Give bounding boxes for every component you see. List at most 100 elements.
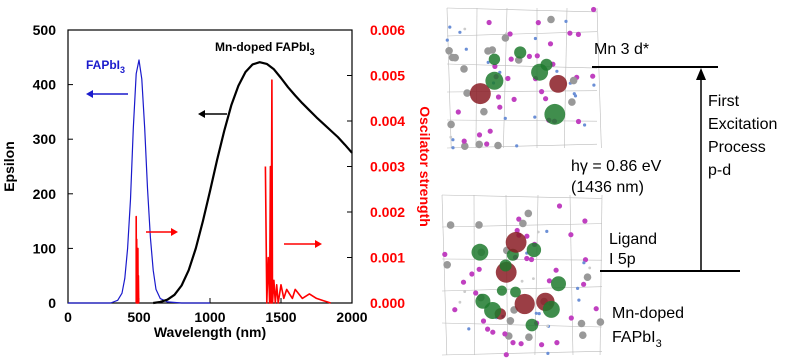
y2-tick-label: 0.005 (370, 68, 405, 84)
atom (510, 340, 516, 346)
atom (564, 19, 568, 23)
atom (528, 256, 535, 263)
energy-diagram: Mn 3 d* Ligand I 5p hγ = 0.86 eV (1436 n… (571, 41, 777, 350)
excitation-arrowhead (696, 68, 706, 80)
atom (447, 120, 455, 129)
series-1 (153, 61, 353, 305)
atom (582, 257, 589, 263)
atom (452, 307, 458, 313)
atom (463, 89, 471, 97)
bond (446, 143, 598, 149)
bond (475, 7, 478, 149)
atom (526, 53, 533, 60)
atom (581, 281, 587, 287)
atom (445, 47, 453, 55)
bond (441, 322, 603, 328)
atom (451, 146, 455, 150)
series-3 (264, 79, 331, 304)
atom (596, 318, 605, 326)
atom (515, 144, 519, 148)
atom (464, 47, 468, 51)
atom (461, 138, 467, 144)
atom (502, 331, 508, 337)
atom (579, 331, 587, 340)
atom (537, 312, 541, 316)
atom (575, 31, 582, 37)
orbital-lobe (525, 318, 539, 332)
atom (546, 324, 549, 328)
orbital-lobe (544, 103, 566, 125)
x-tick-label: 2000 (336, 309, 367, 325)
atom (480, 318, 487, 324)
atom (467, 327, 471, 331)
atom (519, 219, 527, 228)
atom (445, 38, 449, 42)
atom (484, 141, 490, 147)
bond (569, 194, 574, 356)
atom (583, 123, 587, 127)
bond (534, 194, 539, 356)
process-label-3: Process (708, 139, 766, 156)
atom (460, 65, 468, 73)
atom (508, 56, 514, 62)
atom (458, 300, 462, 304)
atom (583, 273, 592, 282)
atom (573, 94, 578, 98)
atom (469, 271, 475, 277)
process-label-2: Excitation (708, 116, 777, 133)
orbital-lobe (471, 243, 489, 261)
bond (564, 7, 568, 149)
plot-axes: 0 500 1000 1500 2000 0 100 200 300 400 500 0.000 0.0… (1, 22, 433, 340)
orbital-lobe (549, 75, 568, 93)
y-tick-label: 300 (33, 131, 57, 147)
x-tick-label: 0 (64, 309, 72, 325)
lower-level-label-2: I 5p (609, 251, 636, 268)
atom (442, 251, 448, 257)
atom (476, 132, 483, 138)
label-mn-fapbi3: Mn-doped FAPbI3 (215, 40, 315, 57)
atom (458, 30, 462, 34)
atom (461, 142, 469, 150)
caption-line-2: FAPbI3 (612, 329, 662, 350)
atom (524, 233, 530, 239)
arrow-osc1-right (146, 228, 178, 236)
y2-tick-label: 0.004 (370, 113, 405, 129)
y-tick-label: 0 (48, 295, 56, 311)
atom (567, 30, 573, 36)
atom (486, 19, 492, 26)
upper-level-label: Mn 3 d* (594, 41, 649, 58)
atom (577, 298, 581, 302)
atom (446, 221, 455, 229)
orbital-lobe (540, 58, 553, 71)
bond (446, 63, 598, 69)
bond (503, 7, 508, 149)
orbital-lobe (485, 71, 504, 90)
orbital-lobe (499, 259, 512, 272)
atom (575, 118, 582, 125)
atom (460, 279, 467, 285)
y-tick-label: 500 (33, 22, 57, 38)
atom (516, 216, 522, 222)
orbital-lobe (496, 285, 507, 296)
orbital-lobe (551, 276, 566, 292)
atom (582, 218, 588, 224)
lower-level-label-1: Ligand (609, 231, 657, 248)
series-line (264, 79, 331, 304)
atom (511, 96, 517, 102)
atom (503, 116, 507, 120)
atom (505, 75, 511, 82)
atom (588, 266, 592, 270)
bond (441, 194, 448, 356)
atom (475, 221, 483, 229)
bond (446, 31, 598, 37)
arrow-osc2-right (284, 240, 322, 248)
y2-tick-label: 0.001 (370, 250, 405, 266)
series-0 (68, 59, 210, 304)
bond (446, 119, 598, 122)
x-tick-label: 1000 (194, 309, 225, 325)
series-line (135, 215, 140, 304)
atom (476, 266, 482, 272)
bond (599, 194, 603, 356)
bond (596, 7, 602, 149)
atom (480, 107, 488, 116)
